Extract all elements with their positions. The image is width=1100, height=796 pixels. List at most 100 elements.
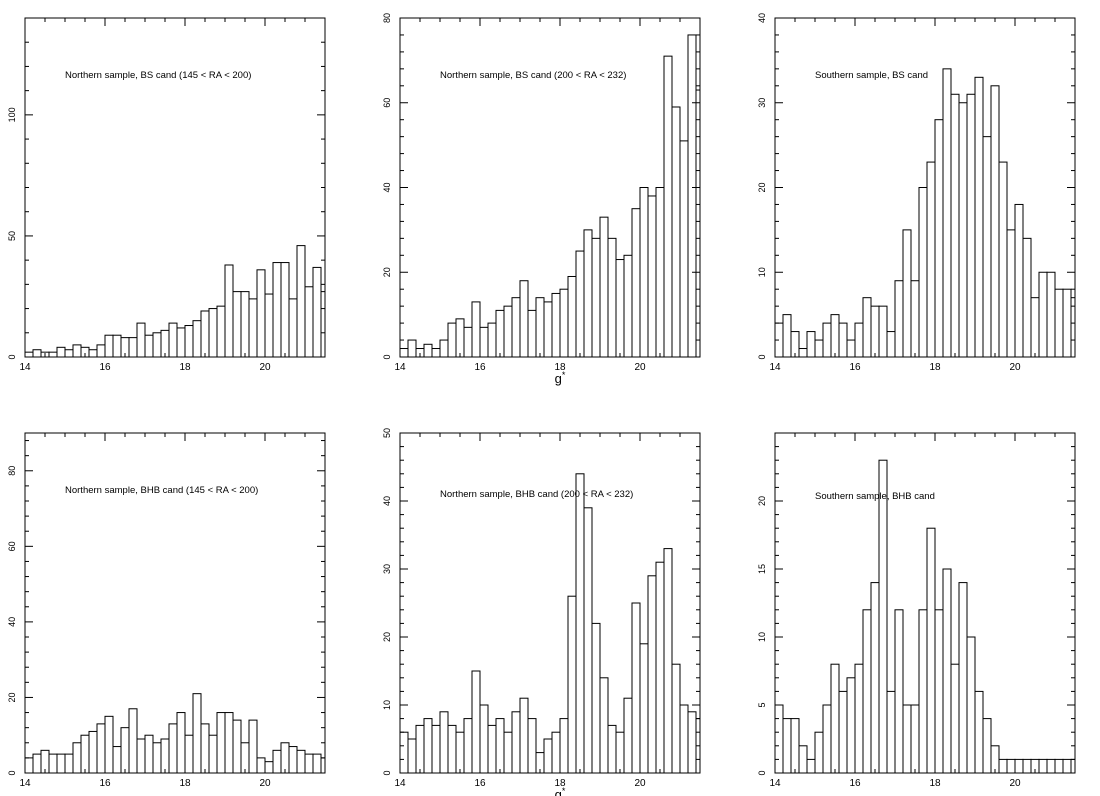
histogram-bar [687, 34, 697, 357]
y-tick-label: 80 [382, 13, 392, 23]
histogram-bar [631, 208, 641, 357]
histogram-bar [990, 85, 1000, 357]
histogram-bar [878, 305, 888, 357]
histogram-bar [176, 712, 186, 773]
histogram-bar [575, 250, 585, 357]
x-tick-label: 16 [849, 778, 861, 789]
histogram-bar [160, 738, 170, 773]
y-tick-label: 20 [382, 267, 392, 277]
histogram-bar [567, 275, 577, 357]
histogram-bar [623, 254, 633, 357]
histogram-bar [942, 568, 952, 773]
histogram-bar [806, 758, 816, 773]
histogram-bar [902, 229, 912, 357]
histogram-panel-2: 14 16 18 20 0 20 40 60 80 Northern sample, BS can… [382, 13, 701, 386]
histogram-bar [910, 704, 920, 773]
histogram-bar [575, 473, 585, 773]
histogram-bar [296, 749, 306, 773]
histogram-bar [503, 305, 513, 357]
histogram-bar [902, 704, 912, 773]
histogram-bar [990, 745, 1000, 773]
histogram-bar [272, 262, 282, 357]
histogram-bar [168, 723, 178, 773]
histogram-bar [599, 216, 609, 357]
histogram-bar [72, 742, 82, 773]
histogram-bar [455, 318, 465, 357]
x-axis-label: g* [555, 370, 566, 386]
x-tick-label: 14 [769, 362, 781, 373]
histogram-bar [950, 663, 960, 773]
histogram-bar [958, 582, 968, 773]
histogram-bar [304, 286, 314, 357]
histogram-bar [511, 297, 521, 357]
histogram-bar [894, 280, 904, 357]
y-tick-label: 30 [382, 564, 392, 574]
x-tick-label: 20 [1009, 778, 1021, 789]
histogram-bar [471, 301, 481, 357]
histogram-bar [439, 339, 449, 357]
histogram-bar [32, 349, 42, 357]
x-tick-label: 16 [474, 778, 486, 789]
histogram-panel-4: 14 16 18 20 0 20 40 60 80 Northern sample, BHB ca… [7, 432, 326, 789]
histogram-bar [607, 724, 617, 773]
histogram-bar [950, 93, 960, 357]
panel-title: Northern sample, BS cand (145 < RA < 200… [65, 70, 251, 81]
histogram-bar [112, 746, 122, 773]
histogram-bar [862, 297, 872, 357]
histogram-bar [671, 663, 681, 773]
histogram-bar [615, 259, 625, 357]
bars [400, 34, 700, 357]
histogram-bar [96, 344, 106, 357]
y-tick-label: 15 [757, 564, 767, 574]
histogram-bar [655, 561, 665, 773]
histogram-bar [631, 602, 641, 773]
histogram-bar [782, 718, 792, 773]
bars [775, 68, 1075, 357]
histogram-bar [790, 331, 800, 357]
histogram-bar [1030, 297, 1040, 357]
histogram-bar [248, 298, 258, 357]
histogram-bar [200, 310, 210, 357]
histogram-bar [591, 622, 601, 773]
histogram-bar [216, 305, 226, 357]
histogram-bar [511, 711, 521, 773]
y-tick-label: 20 [757, 182, 767, 192]
y-tick-label: 10 [382, 700, 392, 710]
histogram-bar [48, 753, 58, 773]
histogram-bar [56, 753, 66, 773]
histogram-bar [1014, 758, 1024, 773]
x-tick-label: 20 [634, 778, 646, 789]
histogram-bar [1046, 758, 1056, 773]
histogram-bar [479, 326, 489, 357]
histogram-bar [128, 337, 138, 357]
histogram-bar [926, 161, 936, 357]
histogram-bar [559, 718, 569, 773]
histogram-bar [471, 670, 481, 773]
x-tick-label: 14 [19, 362, 31, 373]
x-tick-label: 18 [554, 778, 566, 789]
histogram-bar [423, 718, 433, 773]
histogram-bar [798, 745, 808, 773]
histogram-bar [519, 280, 529, 357]
y-tick-label: 40 [382, 496, 392, 506]
histogram-bar [447, 322, 457, 357]
histogram-bar [607, 237, 617, 357]
histogram-bar [208, 734, 218, 773]
panel-title: Southern sample, BS cand [815, 70, 928, 81]
histogram-bar [72, 344, 82, 357]
x-tick-label: 18 [554, 362, 566, 373]
y-tick-label: 20 [757, 496, 767, 506]
histogram-bar [1022, 237, 1032, 357]
histogram-bar [264, 761, 274, 773]
bars [775, 459, 1075, 773]
histogram-bar [918, 187, 928, 357]
histogram-bar [870, 582, 880, 773]
histogram-bar [886, 331, 896, 357]
histogram-bar [232, 291, 242, 357]
histogram-bar [136, 322, 146, 357]
histogram-bar [1054, 758, 1064, 773]
plot-frame [24, 432, 326, 774]
histogram-bar [854, 663, 864, 773]
x-tick-label: 14 [394, 362, 406, 373]
x-tick-label: 18 [179, 778, 191, 789]
